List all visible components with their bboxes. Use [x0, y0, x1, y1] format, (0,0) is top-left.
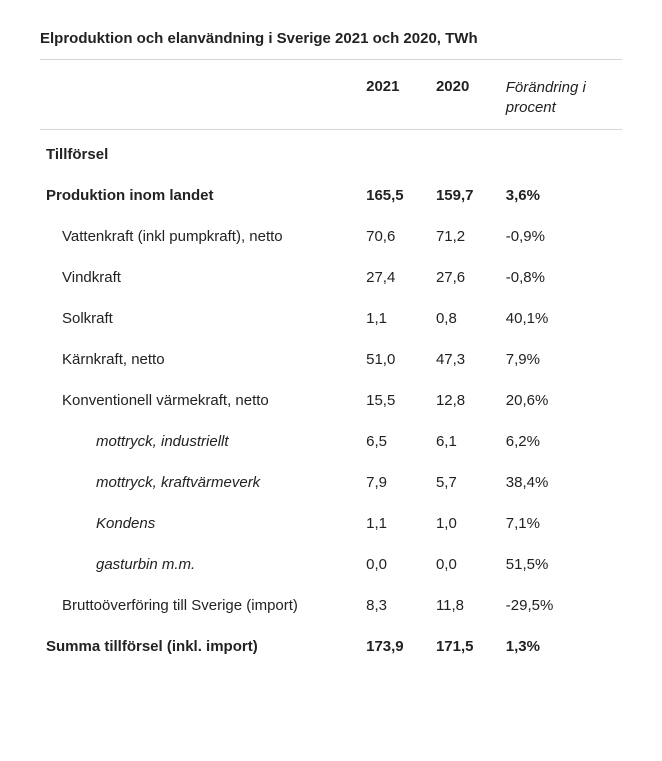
value-2020: 11,8 [430, 585, 500, 626]
row-label: Bruttoöverföring till Sverige (import) [40, 585, 360, 626]
value-change: 6,2% [500, 421, 622, 462]
value-2020: 12,8 [430, 380, 500, 421]
header-2021: 2021 [360, 66, 430, 130]
table-row: Kärnkraft, netto51,047,37,9% [40, 339, 622, 380]
value-2021: 51,0 [360, 339, 430, 380]
value-2021: 27,4 [360, 257, 430, 298]
value-change: 40,1% [500, 298, 622, 339]
value-change: 1,3% [500, 626, 622, 667]
row-label: mottryck, industriellt [40, 421, 360, 462]
table-row: Kondens1,11,07,1% [40, 503, 622, 544]
value-2020: 0,0 [430, 544, 500, 585]
value-2020: 47,3 [430, 339, 500, 380]
table-row: Vattenkraft (inkl pumpkraft), netto70,67… [40, 216, 622, 257]
row-label: Tillförsel [40, 130, 360, 176]
value-change: -29,5% [500, 585, 622, 626]
value-2020: 171,5 [430, 626, 500, 667]
row-label: Solkraft [40, 298, 360, 339]
header-change: Förändring i procent [500, 66, 622, 130]
value-2021: 8,3 [360, 585, 430, 626]
value-2021: 0,0 [360, 544, 430, 585]
value-change: -0,8% [500, 257, 622, 298]
value-2020: 159,7 [430, 175, 500, 216]
row-label: Produktion inom landet [40, 175, 360, 216]
row-label: Konventionell värmekraft, netto [40, 380, 360, 421]
value-2021: 173,9 [360, 626, 430, 667]
row-label: mottryck, kraftvärmeverk [40, 462, 360, 503]
value-2020: 27,6 [430, 257, 500, 298]
value-change: 3,6% [500, 175, 622, 216]
header-2020: 2020 [430, 66, 500, 130]
row-label: gasturbin m.m. [40, 544, 360, 585]
value-change: 38,4% [500, 462, 622, 503]
row-label: Kondens [40, 503, 360, 544]
value-2020: 5,7 [430, 462, 500, 503]
header-row: 2021 2020 Förändring i procent [40, 66, 622, 130]
value-2020 [430, 130, 500, 176]
value-change: 20,6% [500, 380, 622, 421]
header-label [40, 66, 360, 130]
table-row: Summa tillförsel (inkl. import)173,9171,… [40, 626, 622, 667]
table-row: Solkraft1,10,840,1% [40, 298, 622, 339]
table-row: Produktion inom landet165,5159,73,6% [40, 175, 622, 216]
value-2021: 7,9 [360, 462, 430, 503]
row-label: Summa tillförsel (inkl. import) [40, 626, 360, 667]
table-row: mottryck, kraftvärmeverk7,95,738,4% [40, 462, 622, 503]
value-2021: 15,5 [360, 380, 430, 421]
table-row: Bruttoöverföring till Sverige (import)8,… [40, 585, 622, 626]
value-2020: 0,8 [430, 298, 500, 339]
value-2021: 1,1 [360, 503, 430, 544]
table-row: Vindkraft27,427,6-0,8% [40, 257, 622, 298]
table-title: Elproduktion och elanvändning i Sverige … [40, 30, 622, 60]
energy-table: 2021 2020 Förändring i procent Tillförse… [40, 66, 622, 667]
value-2021: 6,5 [360, 421, 430, 462]
value-change: 7,1% [500, 503, 622, 544]
value-2021: 165,5 [360, 175, 430, 216]
value-2020: 71,2 [430, 216, 500, 257]
table-row: Tillförsel [40, 130, 622, 176]
table-row: gasturbin m.m.0,00,051,5% [40, 544, 622, 585]
value-2020: 6,1 [430, 421, 500, 462]
row-label: Vindkraft [40, 257, 360, 298]
value-change: 51,5% [500, 544, 622, 585]
row-label: Vattenkraft (inkl pumpkraft), netto [40, 216, 360, 257]
value-2021: 1,1 [360, 298, 430, 339]
row-label: Kärnkraft, netto [40, 339, 360, 380]
value-change: 7,9% [500, 339, 622, 380]
value-2020: 1,0 [430, 503, 500, 544]
value-change [500, 130, 622, 176]
value-2021: 70,6 [360, 216, 430, 257]
table-row: mottryck, industriellt6,56,16,2% [40, 421, 622, 462]
table-row: Konventionell värmekraft, netto15,512,82… [40, 380, 622, 421]
value-2021 [360, 130, 430, 176]
value-change: -0,9% [500, 216, 622, 257]
